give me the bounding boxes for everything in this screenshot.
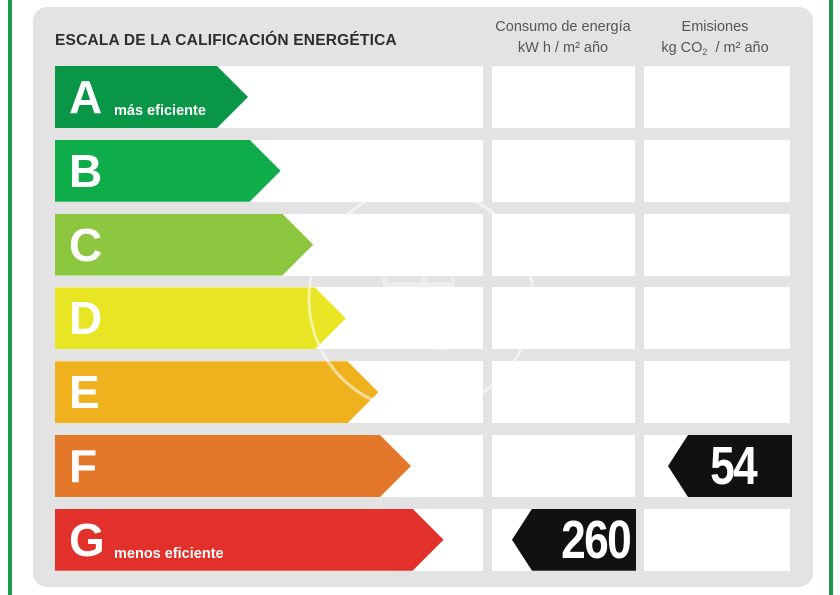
rating-letter: F: [69, 440, 98, 492]
consumption-cell: [492, 361, 635, 424]
rating-row-f: F 54: [0, 435, 840, 497]
scale-title: ESCALA DE LA CALIFICACIÓN ENERGÉTICA: [55, 32, 397, 49]
rating-arrow-b: B: [55, 140, 281, 202]
consumption-cell: [492, 287, 635, 350]
rating-row-b: B: [0, 139, 840, 202]
emissions-cell: [644, 287, 790, 350]
consumption-header-units: kW h / m² año: [517, 40, 609, 56]
consumption-value: 260: [561, 509, 632, 570]
emissions-cell: [644, 361, 790, 424]
rating-arrow-d: D: [55, 287, 346, 349]
emissions-header-units: kg CO2 / m² año: [661, 40, 769, 57]
rating-letter: D: [69, 292, 103, 345]
consumption-cell: [492, 66, 635, 128]
consumption-column-header: Consumo de energía kW h / m² año: [482, 17, 644, 59]
consumption-cell: [492, 139, 635, 202]
rating-letter: E: [69, 366, 100, 419]
rating-letter: A: [69, 71, 103, 123]
rating-label: menos eficiente: [114, 545, 224, 562]
consumption-indicator: 260: [512, 508, 636, 571]
emissions-cell: [644, 66, 790, 128]
left-border-line: [8, 0, 12, 595]
rating-arrow-e: E: [55, 361, 378, 423]
emissions-cell: [644, 508, 790, 571]
right-border-line: [829, 0, 833, 595]
rating-row-c: C: [0, 213, 840, 276]
consumption-cell: [492, 213, 635, 276]
emissions-indicator: 54: [668, 435, 792, 497]
consumption-header-line1: Consumo de energía: [495, 19, 631, 35]
emissions-value: 54: [710, 436, 758, 496]
consumption-cell: [492, 435, 635, 497]
rating-arrow-f: F: [55, 435, 411, 497]
rating-row-d: D: [0, 287, 840, 350]
emissions-header-line1: Emisiones: [681, 19, 749, 35]
emissions-column-header: Emisiones kg CO2 / m² año: [640, 17, 790, 63]
emissions-cell: [644, 213, 790, 276]
rating-label: más eficiente: [114, 103, 206, 119]
rating-arrow-c: C: [55, 214, 313, 276]
emissions-cell: [644, 139, 790, 202]
rating-letter: C: [69, 218, 103, 271]
rating-letter: G: [69, 513, 105, 566]
rating-row-e: E: [0, 361, 840, 424]
rating-letter: B: [69, 144, 103, 197]
